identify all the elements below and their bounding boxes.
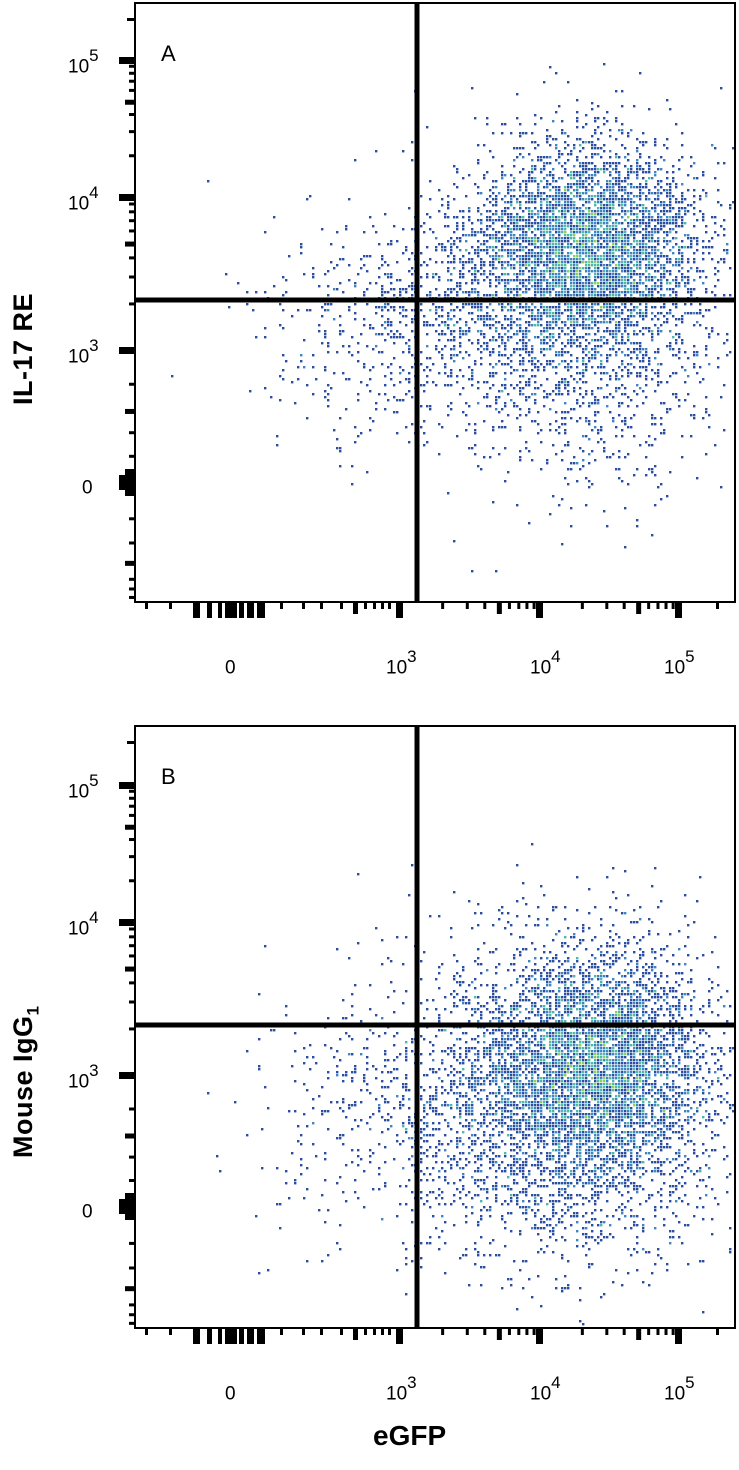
x-tick-label: 104 [530, 647, 561, 679]
scatter-plot-b [119, 725, 736, 1344]
x-tick-label: 103 [386, 647, 417, 679]
x-axis-ticks [145, 1328, 719, 1344]
y-axis-ticks [119, 18, 135, 599]
density-points [171, 63, 735, 573]
panel-a: A IL-17 RE 105 104 103 0 0 103 104 105 [0, 0, 739, 700]
y-tick-label: 0 [82, 477, 93, 499]
y-tick-label: 105 [68, 46, 99, 78]
panel-b: B Mouse IgG1 105 104 103 0 0 103 104 105 [0, 723, 739, 1403]
y-tick-label: 104 [68, 183, 99, 215]
x-tick-label: 0 [225, 1383, 236, 1405]
y-axis-label-b: Mouse IgG1 [8, 1005, 43, 1158]
panel-letter-a: A [161, 41, 176, 66]
panel-letter-b: B [161, 764, 176, 789]
x-tick-label: 0 [225, 657, 236, 679]
y-tick-label: 104 [68, 908, 99, 940]
y-tick-label: 103 [68, 1061, 99, 1093]
x-tick-label: 105 [664, 647, 695, 679]
y-axis-label-a: IL-17 RE [8, 292, 38, 405]
y-tick-label: 0 [82, 1201, 93, 1223]
x-tick-label: 105 [664, 1373, 695, 1405]
y-tick-label: 105 [68, 771, 99, 803]
x-tick-label: 104 [530, 1373, 561, 1405]
y-tick-label: 103 [68, 336, 99, 368]
x-axis-ticks [145, 602, 719, 618]
x-tick-label: 103 [386, 1373, 417, 1405]
density-points [207, 843, 735, 1326]
x-axis-label: eGFP [373, 1420, 447, 1451]
y-axis-ticks [119, 741, 135, 1325]
scatter-plot-a [119, 2, 736, 618]
